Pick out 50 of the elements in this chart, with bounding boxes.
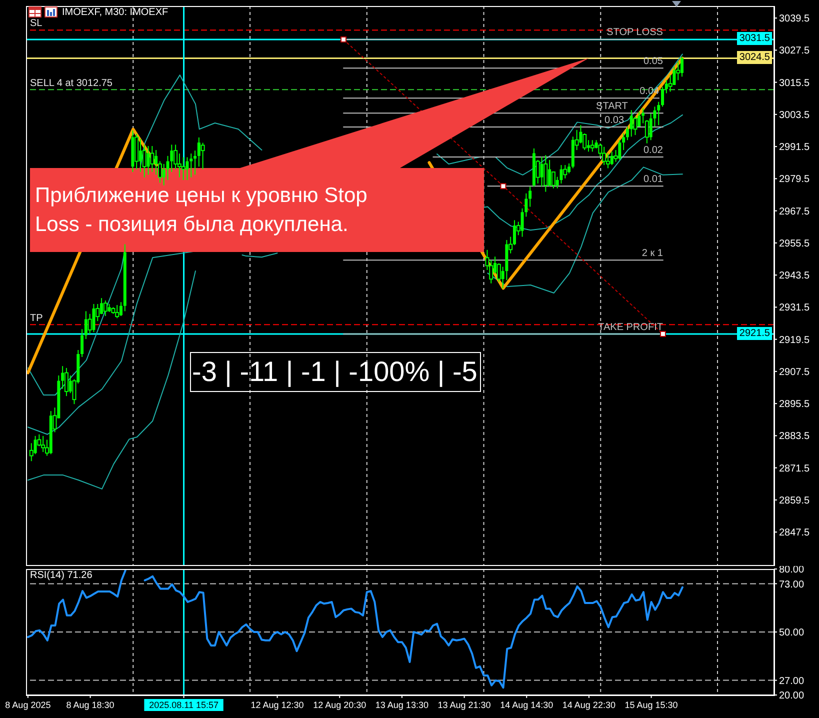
y-tick-label: 2907.5 — [779, 366, 810, 378]
x-tick-label: 8 Aug 2025 — [5, 700, 51, 710]
annotation: -3 | -11 | -1 | -100% | -5 — [190, 352, 482, 392]
x-tick-label: 14 Aug 22:30 — [562, 700, 616, 710]
y-tick-label: 3003.5 — [779, 110, 810, 121]
y-tick-label: 2991.5 — [779, 142, 810, 154]
series-label: 0.01 — [644, 174, 663, 186]
y-tick-label: 27.00 — [779, 676, 804, 687]
y-tick-label: 2871.5 — [779, 463, 810, 474]
series-label: 0.02 — [644, 144, 663, 156]
series-label: STOP LOSS — [606, 27, 663, 38]
ref-line-label: 3024.5 — [737, 51, 772, 64]
x-tick-label: 12 Aug 20:30 — [313, 700, 366, 710]
y-tick-label: 50.00 — [779, 628, 804, 639]
series-label: START — [596, 101, 628, 112]
x-tick-label: 2025.08.11 15:57 — [149, 700, 218, 710]
y-tick-label: 2967.5 — [779, 206, 810, 218]
ref-line-label: SL — [30, 18, 42, 30]
x-tick-label: 12 Aug 12:30 — [250, 700, 304, 710]
chart-title: RSI(14) 71.26 — [30, 570, 92, 581]
y-tick-label: 2931.5 — [779, 302, 810, 314]
y-tick-label: 20.00 — [779, 690, 804, 702]
y-tick-label: 2979.5 — [779, 174, 810, 186]
y-tick-label: 3027.5 — [779, 46, 810, 57]
series-label: 0.03 — [604, 115, 624, 126]
y-tick-label: 73.00 — [779, 579, 804, 590]
series-label: 0.05 — [644, 56, 663, 68]
x-tick-label: 13 Aug 21:30 — [438, 700, 491, 710]
y-tick-label: 2895.5 — [779, 399, 810, 410]
y-tick-label: 2847.5 — [779, 528, 810, 539]
series-label: 2 к 1 — [642, 248, 663, 260]
y-tick-label: 80.00 — [779, 564, 804, 576]
y-tick-label: 2859.5 — [779, 495, 810, 506]
series-label: TAKE PROFIT — [598, 322, 663, 333]
y-tick-label: 2943.5 — [779, 270, 810, 282]
ref-line-label: TP — [30, 312, 43, 324]
x-tick-label: 15 Aug 15:30 — [624, 700, 678, 710]
y-tick-label: 2919.5 — [779, 334, 810, 346]
y-tick-label: 3015.5 — [779, 78, 810, 89]
ref-line-label: SELL 4 at 3012.75 — [30, 78, 112, 89]
y-tick-label: 3039.5 — [779, 14, 810, 25]
y-tick-label: 2883.5 — [779, 431, 810, 442]
annotation: Приближение цены к уровню Stop Loss - позиция была докуплена. — [35, 184, 368, 236]
ref-line-label: 2921.5 — [737, 326, 772, 340]
y-tick-label: 2955.5 — [779, 238, 810, 250]
x-tick-label: 14 Aug 14:30 — [500, 700, 554, 710]
x-tick-label: 13 Aug 13:30 — [375, 700, 428, 710]
ref-line-label: 3031.5 — [737, 32, 772, 46]
chart-title: IMOEXF, M30: IMOEXF — [62, 7, 168, 18]
x-tick-label: 8 Aug 18:30 — [66, 700, 114, 710]
